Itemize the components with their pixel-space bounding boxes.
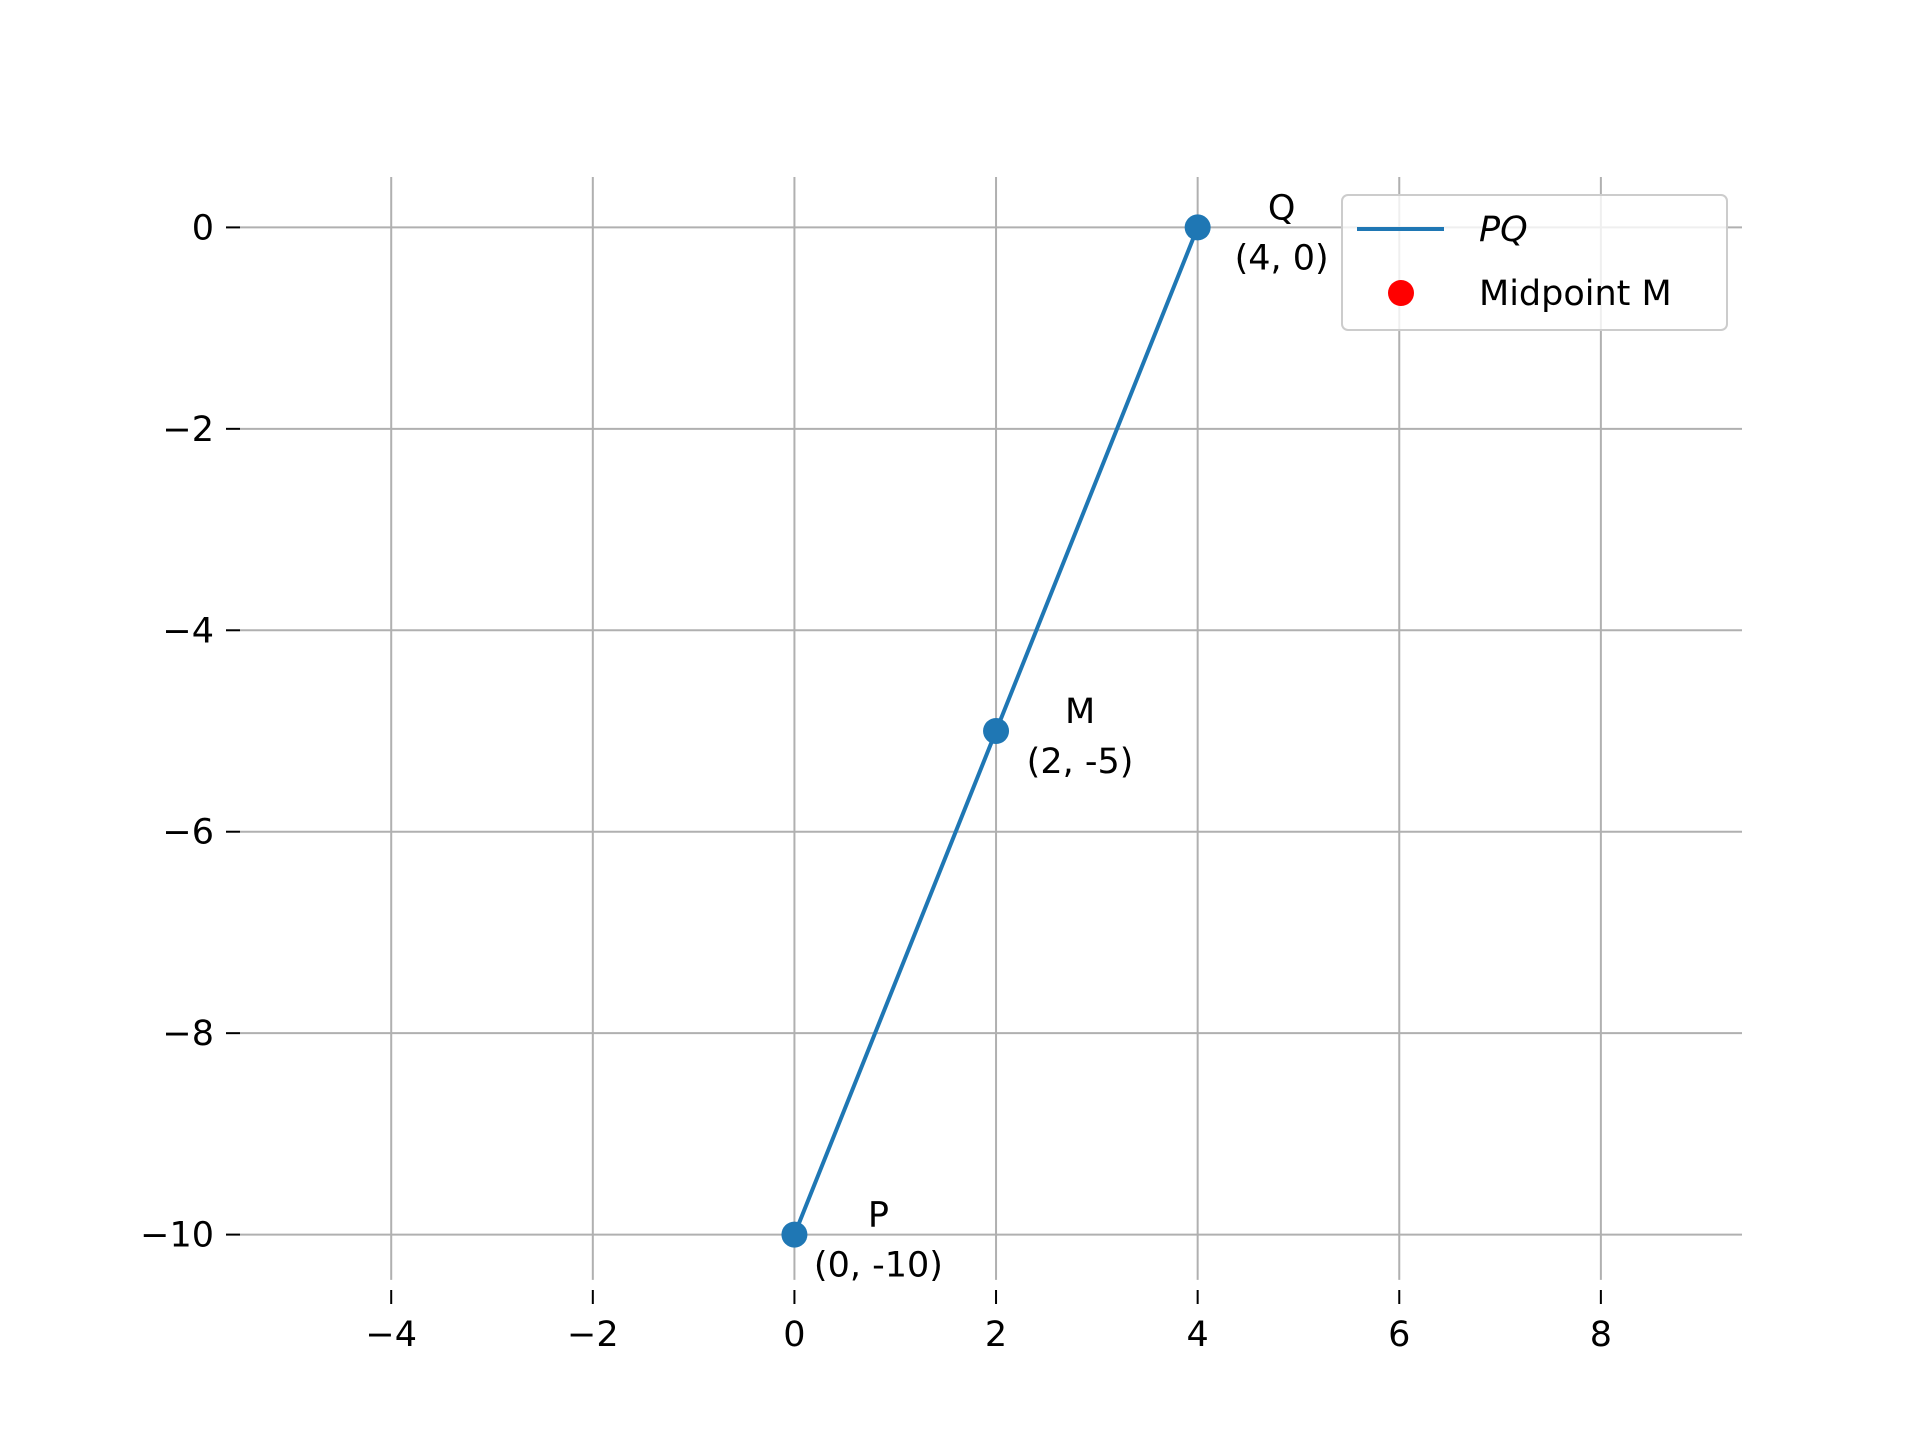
y-tick-label: −10: [140, 1216, 214, 1256]
x-tick-label: −4: [365, 1315, 417, 1355]
y-tick-label: −4: [162, 611, 214, 651]
point-coords-p: (0, -10): [814, 1246, 943, 1286]
point-label-m: M: [1065, 692, 1095, 732]
point-label-q: Q: [1268, 188, 1296, 228]
legend: PQ Midpoint M: [1341, 194, 1728, 331]
x-tick-label: 0: [783, 1315, 805, 1355]
series: [781, 214, 1211, 1248]
legend-label: PQ: [1479, 210, 1528, 250]
x-tick-label: 2: [985, 1315, 1007, 1355]
x-tick-label: 8: [1590, 1315, 1612, 1355]
point-marker: [1184, 214, 1211, 241]
axes: −4 −2 0 2 4 6 8 0 −2 −4 −6 −8 −10: [140, 208, 1612, 1355]
point-marker: [781, 1221, 808, 1248]
x-tick-label: −2: [567, 1315, 619, 1355]
point-coords-m: (2, -5): [1027, 742, 1134, 782]
y-tick-label: −2: [162, 410, 214, 450]
point-marker: [983, 718, 1010, 744]
y-tick-label: −6: [162, 813, 214, 853]
y-tick-label: 0: [192, 208, 214, 248]
legend-label: Midpoint M: [1479, 274, 1672, 314]
x-tick-label: 4: [1187, 1315, 1209, 1355]
x-tick-label: 6: [1388, 1315, 1410, 1355]
legend-dot-swatch: [1388, 280, 1414, 306]
annotations: P (0, -10) M (2, -5) Q (4, 0): [814, 188, 1329, 1285]
point-coords-q: (4, 0): [1235, 238, 1329, 278]
grid: [240, 177, 1742, 1280]
y-tick-label: −8: [162, 1014, 214, 1054]
point-label-p: P: [868, 1196, 889, 1236]
